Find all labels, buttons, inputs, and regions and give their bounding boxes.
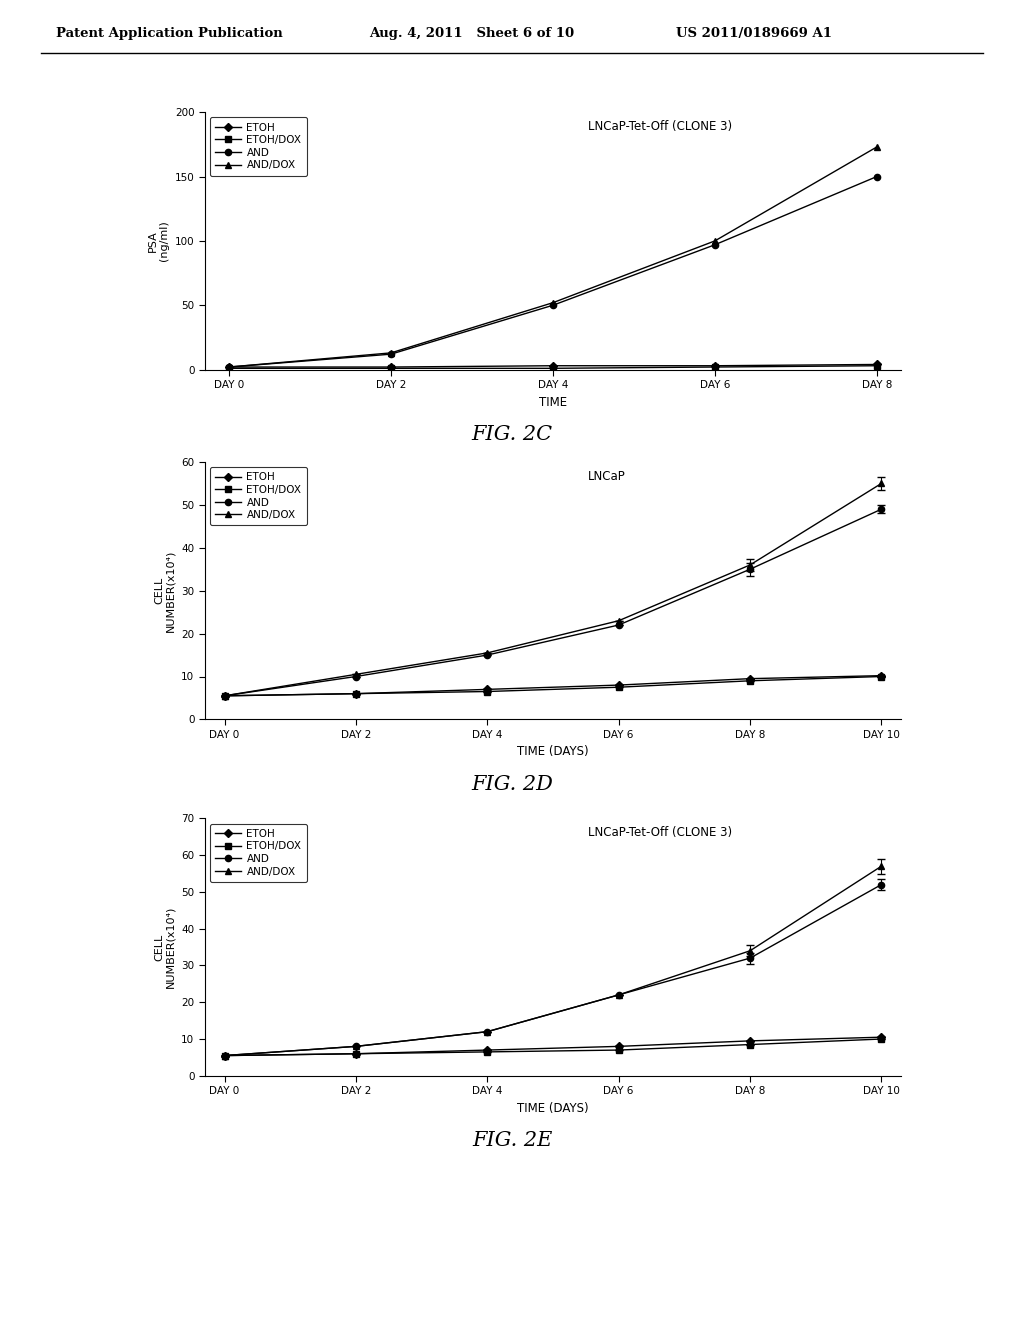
Text: FIG. 2C: FIG. 2C (471, 425, 553, 444)
Text: LNCaP-Tet-Off (CLONE 3): LNCaP-Tet-Off (CLONE 3) (588, 120, 732, 133)
Text: FIG. 2E: FIG. 2E (472, 1131, 552, 1150)
Text: Aug. 4, 2011   Sheet 6 of 10: Aug. 4, 2011 Sheet 6 of 10 (369, 26, 573, 40)
Y-axis label: CELL
NUMBER(x10⁴): CELL NUMBER(x10⁴) (154, 549, 176, 632)
Text: US 2011/0189669 A1: US 2011/0189669 A1 (676, 26, 831, 40)
Y-axis label: CELL
NUMBER(x10⁴): CELL NUMBER(x10⁴) (154, 906, 176, 989)
Legend: ETOH, ETOH/DOX, AND, AND/DOX: ETOH, ETOH/DOX, AND, AND/DOX (210, 467, 306, 525)
Legend: ETOH, ETOH/DOX, AND, AND/DOX: ETOH, ETOH/DOX, AND, AND/DOX (210, 117, 306, 176)
Legend: ETOH, ETOH/DOX, AND, AND/DOX: ETOH, ETOH/DOX, AND, AND/DOX (210, 824, 306, 882)
Text: LNCaP-Tet-Off (CLONE 3): LNCaP-Tet-Off (CLONE 3) (588, 826, 732, 840)
Text: Patent Application Publication: Patent Application Publication (56, 26, 283, 40)
X-axis label: TIME (DAYS): TIME (DAYS) (517, 746, 589, 759)
Text: FIG. 2D: FIG. 2D (471, 775, 553, 793)
Text: LNCaP: LNCaP (588, 470, 626, 483)
X-axis label: TIME: TIME (539, 396, 567, 409)
X-axis label: TIME (DAYS): TIME (DAYS) (517, 1102, 589, 1115)
Y-axis label: PSA
(ng/ml): PSA (ng/ml) (147, 220, 169, 261)
